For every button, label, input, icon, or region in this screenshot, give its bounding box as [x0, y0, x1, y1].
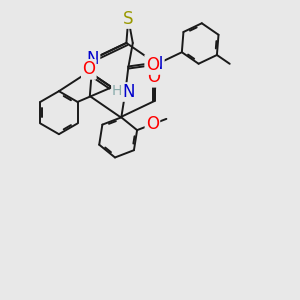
Text: O: O — [146, 115, 159, 133]
Text: N: N — [122, 83, 135, 101]
Text: O: O — [146, 56, 159, 74]
Text: H: H — [112, 84, 122, 98]
Text: N: N — [86, 50, 99, 68]
Text: S: S — [123, 10, 134, 28]
Text: O: O — [148, 68, 160, 86]
Text: N: N — [151, 55, 163, 73]
Text: O: O — [82, 60, 95, 78]
